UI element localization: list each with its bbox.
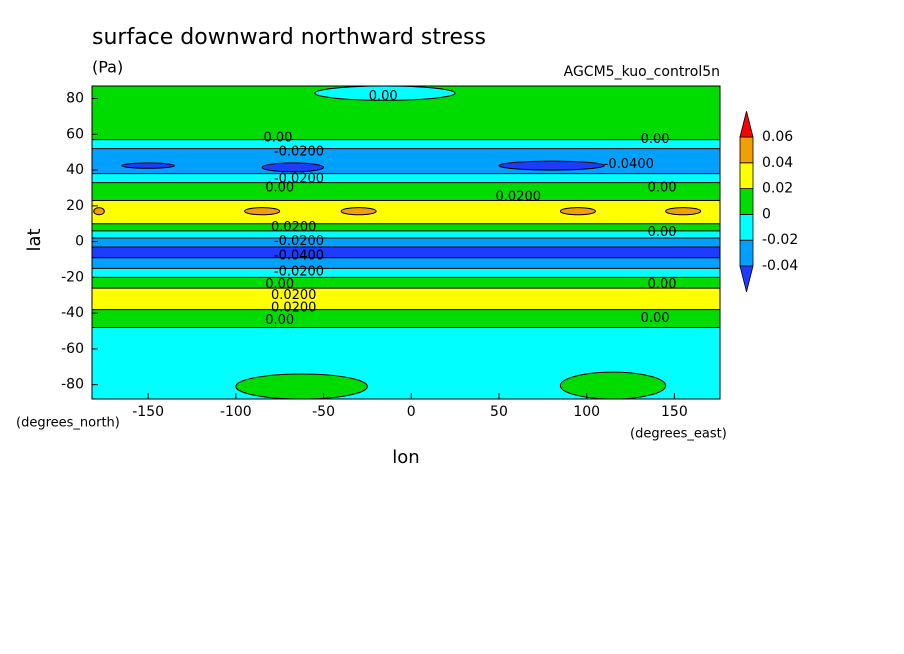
colorbar-label: -0.02 (762, 232, 798, 248)
colorbar-swatch (739, 136, 754, 164)
contour-label: 0.0200 (271, 220, 317, 235)
contour-label: 0.00 (648, 277, 677, 292)
x-tick-label: 100 (573, 404, 600, 420)
contour-patch (235, 373, 368, 399)
zonal-band (92, 182, 720, 201)
contour-label: 0.0200 (496, 189, 542, 204)
y-tick-label: -40 (61, 305, 84, 321)
colorbar-swatch (739, 188, 754, 215)
y-tick-label: 80 (66, 91, 84, 107)
contour-label: -0.0200 (274, 172, 324, 187)
colorbar-label: -0.04 (762, 258, 798, 274)
contour-label: 0.00 (369, 89, 398, 104)
y-tick-label: 40 (66, 162, 84, 178)
contour-label: -0.0200 (274, 145, 324, 160)
colorbar-label: 0.06 (762, 129, 793, 145)
zonal-band (92, 238, 720, 247)
zonal-band (92, 246, 720, 258)
y-tick-label: -60 (61, 341, 84, 357)
chart-title: surface downward northward stress (92, 25, 486, 50)
y-tick-label: 20 (66, 198, 84, 214)
contour-label: -0.0400 (274, 248, 324, 263)
zonal-band (92, 173, 720, 183)
colorbar-label: 0 (762, 206, 771, 222)
contour-patch (559, 207, 596, 216)
overlay: -80 -60 -40 -20 0 20 40 60 80 -150 -100 -50 0 50 100 15… (61, 85, 798, 420)
x-tick-label: -150 (132, 404, 164, 420)
y-tick-label: 0 (75, 234, 84, 250)
contour-label: 0.00 (648, 225, 677, 240)
contour-patch (121, 162, 175, 169)
y-tick-label: -20 (61, 269, 84, 285)
colorbar-min (739, 265, 754, 292)
contour-label: 0.00 (648, 180, 677, 195)
contour-patch (340, 207, 377, 216)
colorbar-swatch (739, 239, 754, 267)
contour-label: 0.00 (265, 313, 294, 328)
colorbar-swatch (739, 213, 754, 241)
contour-patch (665, 207, 702, 216)
y-units: (degrees_north) (16, 416, 120, 431)
x-axis-label: lon (392, 447, 419, 468)
contour-label: 0.0200 (271, 300, 317, 315)
contour-label: -0.0200 (274, 234, 324, 249)
colorbar-label: 0.04 (762, 155, 793, 171)
x-tick-label: 150 (661, 404, 688, 420)
plot-area: 0.000.00-0.0200-0.02000.000.00-0.04000.0… (92, 86, 720, 399)
zonal-band (92, 139, 720, 149)
contour-label: 0.00 (641, 132, 670, 147)
colorbar-max (739, 111, 754, 138)
contour-label: -0.0200 (274, 265, 324, 280)
x-tick-label: -100 (220, 404, 252, 420)
contour-label: 0.00 (265, 180, 294, 195)
chart-subtitle: (Pa) (92, 58, 123, 77)
zonal-band (92, 288, 720, 310)
zonal-band (92, 200, 720, 224)
colorbar-label: 0.02 (762, 181, 793, 197)
zonal-band (92, 268, 720, 278)
colorbar-swatch (739, 162, 754, 190)
x-tick-label: -50 (312, 404, 335, 420)
contour-label: -0.0400 (604, 157, 654, 172)
contour-patch (314, 86, 456, 101)
x-tick-label: 0 (407, 404, 416, 420)
zonal-band (92, 148, 720, 174)
y-tick-label: -80 (61, 377, 84, 393)
contour-patch (93, 207, 105, 216)
contour-patch (498, 160, 605, 171)
zonal-band (92, 223, 720, 231)
zonal-band (92, 257, 720, 269)
plot-frame (91, 85, 721, 400)
source-label: AGCM5_kuo_control5n (564, 64, 720, 80)
contour-label: 0.00 (263, 130, 292, 145)
x-tick-label: 50 (490, 404, 508, 420)
x-units: (degrees_east) (630, 427, 727, 442)
y-tick-label: 60 (66, 126, 84, 142)
zonal-band (92, 309, 720, 328)
contour-label: 0.00 (641, 311, 670, 326)
contour-label: 0.00 (265, 277, 294, 292)
zonal-band (92, 277, 720, 289)
contour-patch (559, 371, 667, 399)
contour-patch (261, 162, 325, 173)
contour-patch (244, 207, 281, 216)
contour-label: 0.0200 (271, 288, 317, 303)
zonal-band (92, 230, 720, 239)
y-axis-label: lat (24, 228, 45, 251)
